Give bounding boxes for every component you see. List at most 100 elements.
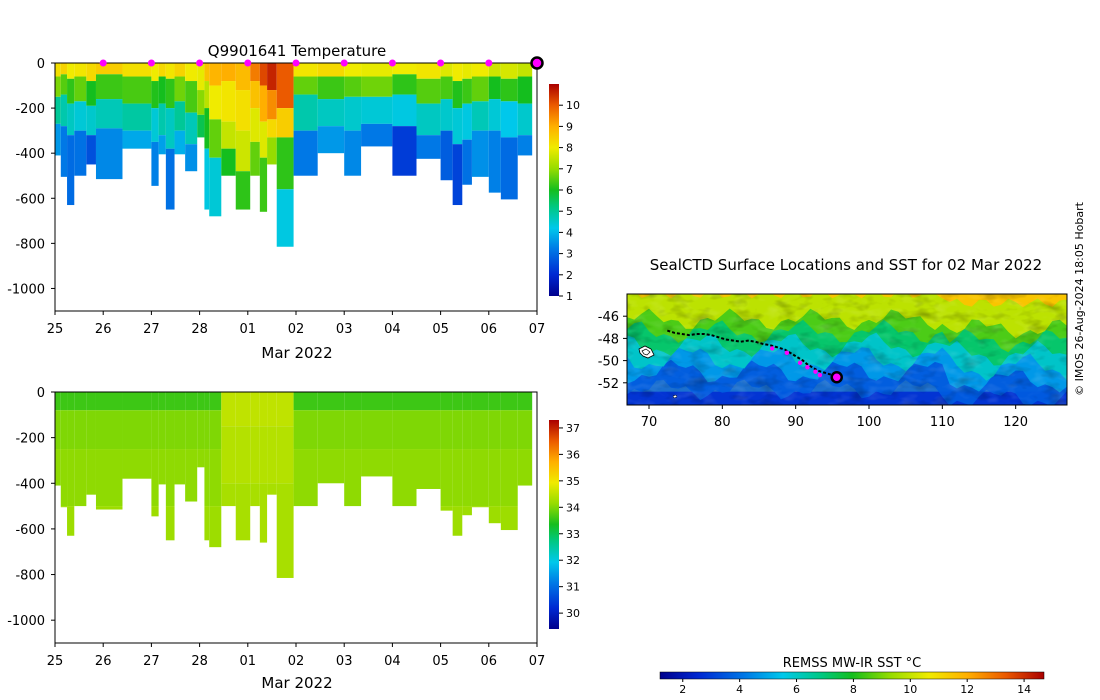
seal-track — [667, 329, 837, 378]
profile-cell — [462, 410, 472, 450]
profile-cell — [471, 101, 489, 131]
temperature-title: Q9901641 Temperature — [208, 42, 386, 60]
colorbar-tick-label: 2 — [566, 269, 573, 282]
profile-cell — [165, 63, 175, 79]
profile-cell — [95, 63, 123, 75]
profile-cell — [204, 81, 210, 109]
profile-cell — [235, 426, 251, 484]
colorbar-tick-label: 36 — [566, 448, 580, 461]
profile-cell — [293, 94, 318, 131]
profile-cell — [361, 449, 393, 477]
colorbar-tick-label: 37 — [566, 422, 580, 435]
map-y-ticks: -46 -48 -50 -52 — [598, 310, 627, 392]
profile-cell — [74, 130, 87, 176]
profile-cell — [500, 410, 518, 450]
profile-cell — [165, 449, 175, 507]
profile-cell — [471, 63, 489, 77]
profile-cell — [122, 410, 152, 450]
profile-cell — [197, 410, 205, 450]
profile-cell — [488, 449, 501, 507]
profile-cell — [122, 392, 152, 411]
profile-cell — [151, 449, 159, 507]
profile-cell — [276, 63, 294, 109]
x-tick-label: 04 — [384, 322, 401, 337]
profile-cell — [462, 506, 472, 516]
profile-cell — [471, 130, 489, 177]
profile-cell — [204, 410, 210, 450]
profile-cell — [197, 90, 205, 115]
profile-cell — [344, 76, 362, 97]
colorbar-tick-label: 4 — [566, 226, 573, 239]
profile-cell — [165, 392, 175, 411]
map-x-tick-label: 70 — [641, 415, 658, 430]
profile-cell — [174, 130, 186, 155]
profile-cell — [151, 506, 159, 517]
latest-profile-marker — [530, 56, 544, 70]
profile-cell — [267, 392, 277, 427]
temperature-colorbar — [549, 84, 559, 296]
temperature-y-ticks: 0 -200 -400 -600 -800 -1000 — [7, 57, 55, 297]
profile-cell — [197, 114, 205, 138]
surface-location-point — [797, 360, 803, 366]
profile-cell — [86, 392, 96, 411]
profile-cell — [293, 63, 318, 77]
profile-cell — [452, 410, 463, 450]
profile-cell — [55, 96, 61, 124]
profile-cell — [500, 137, 518, 200]
profile-cell — [344, 96, 362, 131]
profile-cell — [488, 76, 501, 100]
profile-cell — [500, 392, 518, 411]
profile-cell — [67, 78, 75, 104]
profile-cell — [55, 63, 61, 77]
profile-cell — [209, 410, 222, 450]
profile-cell — [204, 506, 210, 541]
y-tick-label: 0 — [37, 57, 45, 72]
profile-cell — [267, 137, 277, 165]
map-y-tick-label: -48 — [598, 332, 619, 347]
surface-marker — [485, 59, 493, 67]
map-y-tick-label: -46 — [598, 310, 619, 325]
sst-colorbar-tick-label: 8 — [850, 683, 857, 696]
colorbar-tick-label: 7 — [566, 163, 573, 176]
x-tick-label: 06 — [481, 322, 498, 337]
profile-cell — [452, 63, 463, 82]
profile-cell — [204, 108, 210, 149]
profile-cell — [440, 449, 453, 507]
profile-cell — [86, 410, 96, 450]
profile-cell — [361, 76, 393, 97]
profile-cell — [471, 392, 489, 411]
profile-cell — [55, 123, 61, 156]
x-tick-label: 28 — [191, 322, 208, 337]
profile-cell — [165, 108, 175, 149]
salinity-x-ticks: 25 26 27 28 01 02 03 04 05 06 07 — [47, 643, 545, 669]
profile-cell — [500, 506, 518, 531]
profile-cell — [462, 63, 472, 79]
salinity-colorbar — [549, 420, 559, 629]
map-x-tick-label: 120 — [1003, 415, 1028, 430]
profile-cell — [174, 392, 186, 411]
profile-cell — [165, 410, 175, 450]
x-tick-label: 28 — [191, 654, 208, 669]
profile-cell — [471, 76, 489, 102]
profile-cell — [86, 105, 96, 136]
temperature-colorbar-ticks: 1 2 3 4 5 6 7 8 9 10 — [559, 99, 580, 303]
profile-cell — [488, 392, 501, 411]
profile-cell — [462, 78, 472, 104]
profile-cell — [86, 135, 96, 165]
profile-cell — [276, 137, 294, 190]
profile-cell — [462, 103, 472, 140]
profile-cell — [204, 63, 210, 82]
profile-cell — [95, 410, 123, 450]
x-tick-label: 26 — [95, 322, 112, 337]
salinity-profile-cells — [55, 392, 533, 578]
colorbar-tick-label: 9 — [566, 120, 573, 133]
surface-location-point — [784, 350, 790, 356]
profile-cell — [452, 449, 463, 507]
profile-cell — [95, 392, 123, 411]
profile-cell — [440, 392, 453, 411]
profile-cell — [209, 157, 222, 217]
current-position-dot — [830, 371, 843, 384]
profile-cell — [276, 483, 294, 578]
profile-cell — [250, 483, 260, 507]
profile-cell — [250, 426, 260, 484]
